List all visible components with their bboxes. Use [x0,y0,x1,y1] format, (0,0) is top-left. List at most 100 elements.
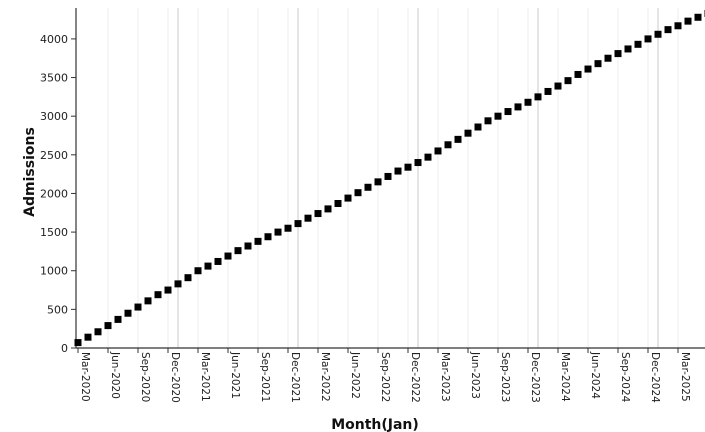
data-point [134,303,142,311]
data-point [164,286,172,294]
data-point [654,30,662,38]
y-tick-label: 3000 [40,110,68,123]
data-point [644,35,652,43]
x-axis-title: Month(Jan) [331,417,419,432]
data-point [674,22,682,30]
data-point [414,159,422,167]
data-point [694,13,702,21]
data-point [514,103,522,111]
data-point [384,172,392,180]
data-point [364,183,372,191]
data-point [624,45,632,53]
data-point [594,60,602,68]
data-points [74,9,705,347]
x-tick-label: Sep-2024 [619,352,631,403]
data-point [524,98,532,106]
y-tick-label: 4000 [40,33,68,46]
data-point [684,17,692,25]
data-point [494,112,502,120]
data-point [584,65,592,73]
data-point [294,220,302,228]
x-tick-label: Jun-2020 [109,351,121,399]
data-point [444,141,452,149]
y-tick-label: 2500 [40,149,68,162]
data-point [484,117,492,125]
data-point [74,339,82,347]
x-tick-label: Jun-2022 [349,351,361,399]
data-point [604,54,612,62]
x-tick-label: Mar-2020 [79,352,91,402]
data-point [174,280,182,288]
data-point [374,178,382,186]
data-point [564,77,572,85]
data-point [464,129,472,137]
data-point [324,205,332,213]
data-point [254,237,262,245]
x-tick-label: Sep-2022 [379,352,391,402]
data-point [574,70,582,78]
data-point [154,291,162,299]
data-point [614,50,622,58]
data-point [284,224,292,232]
x-tick-label: Sep-2023 [499,352,511,402]
data-point [554,82,562,90]
y-axis-title: Admissions [22,127,38,217]
x-tick-label: Sep-2020 [139,352,151,402]
y-tick-label: 500 [47,303,68,316]
data-point [244,242,252,250]
data-point [454,135,462,143]
x-tick-label: Dec-2023 [529,352,541,403]
data-point [184,274,192,282]
x-axis: Mar-2020 Jun-2020 Sep-2020 Dec-2020 Mar-2021… [76,347,705,403]
data-point [264,233,272,241]
data-point [474,123,482,131]
data-point [314,210,322,218]
y-tick-label: 1000 [40,265,68,278]
data-point [394,167,402,175]
data-point [224,252,232,260]
data-point [534,93,542,101]
data-point [344,194,352,202]
data-point [234,247,242,255]
x-tick-label: Mar-2021 [199,352,211,402]
x-tick-label: Mar-2025 [679,352,691,402]
data-point [664,26,672,34]
data-point [194,267,202,275]
y-tick-label: 2000 [40,187,68,200]
data-point [434,147,442,155]
x-tick-label: Dec-2022 [409,352,421,403]
data-point [144,297,152,305]
data-point [424,153,432,161]
data-point [544,87,552,95]
x-tick-label: Mar-2024 [559,352,571,402]
x-tick-label: Jun-2024 [589,351,601,399]
y-tick-label: 1500 [40,226,68,239]
data-point [504,108,512,116]
x-tick-label: Dec-2020 [169,352,181,403]
data-point [404,163,412,171]
x-tick-label: Mar-2022 [319,352,331,402]
y-tick-label: 0 [61,342,68,355]
x-tick-label: Jun-2021 [229,351,241,399]
data-point [274,228,282,236]
x-tick-label: Dec-2024 [649,352,661,403]
data-point [214,257,222,265]
data-point [94,328,102,336]
data-point [354,189,362,197]
y-tick-label: 3500 [40,72,68,85]
x-tick-label: Mar-2023 [439,352,451,402]
data-point [204,262,212,270]
vertical-lines [107,8,679,348]
x-tick-label: Sep-2021 [259,352,271,402]
y-axis: 0 500 1000 1500 2000 2500 3000 3500 4000 [40,8,77,355]
data-point [334,200,342,207]
data-point [84,333,92,341]
x-tick-label: Jun-2023 [469,351,481,399]
data-point [114,315,122,323]
data-point [104,322,112,330]
data-point [634,40,642,48]
x-tick-label: Dec-2021 [289,352,301,403]
data-point [304,214,312,222]
data-point [124,309,132,317]
